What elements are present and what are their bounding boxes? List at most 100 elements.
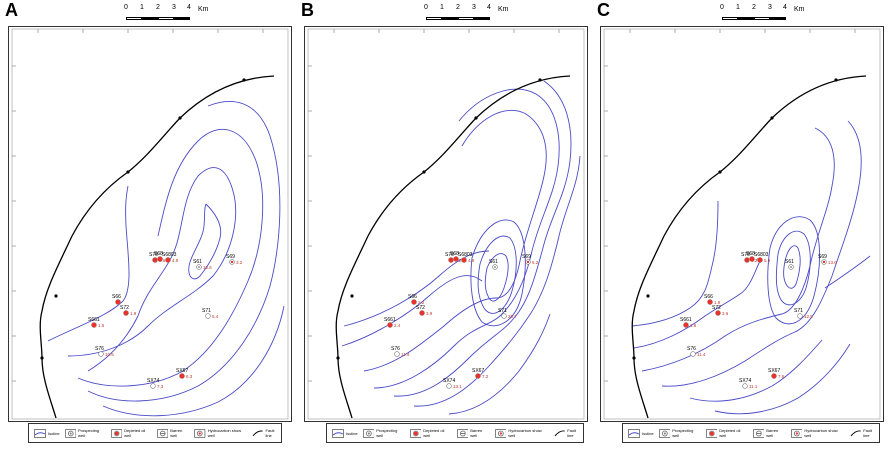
barren-well-marker xyxy=(205,313,211,319)
depleted-well-marker xyxy=(749,256,755,262)
well-name: S72 xyxy=(416,305,425,311)
well-value: 3.6 xyxy=(722,311,729,316)
prospecting-well-core xyxy=(790,266,792,268)
depleted-well-marker xyxy=(152,257,158,263)
hydrocarbon-well-core xyxy=(526,260,530,264)
panel-letter-c: C xyxy=(597,0,610,20)
isoline xyxy=(714,343,851,415)
legend-label: Prospecting well xyxy=(77,428,100,438)
scale-unit: Km xyxy=(794,6,805,13)
well-name: S6803 xyxy=(754,252,769,258)
legend-fault: Fault line xyxy=(850,428,879,438)
map-frame xyxy=(304,26,588,422)
well-name: S70 xyxy=(149,252,158,258)
scale-tick: 1 xyxy=(140,4,144,11)
fault-marker xyxy=(770,116,774,120)
scale-tick: 4 xyxy=(783,4,787,11)
isoline xyxy=(775,230,811,306)
scale-segment xyxy=(770,17,786,20)
depleted-well-marker xyxy=(707,299,713,305)
well-name: S76 xyxy=(687,346,696,352)
legend-a: Isoline Prospecting well Depleted oil we… xyxy=(28,423,282,443)
map-frame xyxy=(600,26,884,422)
prospecting-well-icon xyxy=(658,428,670,438)
well-value: 7.3 xyxy=(157,384,164,389)
barren-well-icon xyxy=(157,428,169,438)
fault-marker xyxy=(54,294,58,298)
depleted-well-marker xyxy=(165,257,171,263)
depleted-well-marker xyxy=(448,257,454,263)
well-name: SX74 xyxy=(739,378,751,384)
barren-well-icon xyxy=(456,428,468,438)
well-name: S66 xyxy=(704,294,713,300)
well-name: S69 xyxy=(226,254,235,260)
isoline-symbol-icon xyxy=(34,428,46,438)
isoline xyxy=(363,109,547,372)
well-name: S61 xyxy=(193,259,202,265)
well-name: S70 xyxy=(741,252,750,258)
well-name: S71 xyxy=(794,308,803,314)
well-value: 4.9 xyxy=(468,258,475,263)
depleted-well-marker xyxy=(115,299,121,305)
scale-tick: 3 xyxy=(172,4,176,11)
barren-well-marker xyxy=(150,383,156,389)
barren-well-marker xyxy=(394,351,400,357)
legend-label: Barren well xyxy=(470,428,483,438)
depleted-well-marker xyxy=(91,322,97,328)
scale-segment xyxy=(142,17,158,20)
well-name: SX67 xyxy=(472,368,484,374)
scale-segment xyxy=(474,17,490,20)
legend-hydrocarbon: Hydrocarbon show well xyxy=(790,428,845,438)
well-value: 11.1 xyxy=(749,384,758,389)
well-name: S61 xyxy=(785,259,794,265)
scale-unit: Km xyxy=(198,6,209,13)
scale-tick: 2 xyxy=(752,4,756,11)
legend-label: Barren well xyxy=(170,428,183,438)
well-name: S68 xyxy=(450,251,459,257)
fault-marker xyxy=(474,116,478,120)
depleted-well-marker xyxy=(461,257,467,263)
well-name: S6803 xyxy=(162,252,177,258)
well-value: 1.5 xyxy=(98,323,105,328)
isoline xyxy=(87,101,281,402)
legend-label: Fault line xyxy=(265,428,275,438)
scale-tick: 2 xyxy=(156,4,160,11)
depleted-well-icon xyxy=(705,428,717,438)
legend-label: Hydrocarbon show well xyxy=(804,428,838,438)
well-value: 20.7 xyxy=(508,314,517,319)
fault-marker xyxy=(336,356,340,360)
legend-fault: Fault line xyxy=(554,428,583,438)
legend-fault: Fault line xyxy=(252,428,281,438)
well-value: 10.5 xyxy=(105,352,114,357)
legend-label: Depleted oil well xyxy=(719,428,741,438)
legend-barren: Barren well xyxy=(456,428,490,438)
scale-tick: 1 xyxy=(440,4,444,11)
depleted-well-marker xyxy=(179,373,185,379)
legend-label: Prospecting well xyxy=(672,428,694,438)
fault-line xyxy=(631,75,867,419)
depleted-well-marker xyxy=(123,310,129,316)
isoline xyxy=(77,128,264,387)
well-value: 2.4 xyxy=(394,323,401,328)
scale-tick: 3 xyxy=(472,4,476,11)
fault-marker xyxy=(422,170,426,174)
legend-label: Isoline xyxy=(48,430,60,436)
well-value: 1.9 xyxy=(130,311,137,316)
legend-c: Isoline Prospecting well Depleted oil we… xyxy=(622,423,880,443)
legend-prospecting: Prospecting well xyxy=(64,428,106,438)
well-name: SX74 xyxy=(147,378,159,384)
legend-label: Hydrocarbon show well xyxy=(207,428,242,438)
fault-line-icon xyxy=(252,430,263,436)
depleted-well-marker xyxy=(757,257,763,263)
legend-barren: Barren well xyxy=(157,428,189,438)
well-name: S76 xyxy=(391,346,400,352)
barren-well-marker xyxy=(797,313,803,319)
well-value: 13.6 xyxy=(828,260,837,265)
map-inner-frame xyxy=(11,28,289,420)
depleted-well-marker xyxy=(715,310,721,316)
fault-line xyxy=(39,75,275,419)
legend-hydrocarbon: Hydrocarbon show well xyxy=(494,428,549,438)
legend-isoline: Isoline xyxy=(34,428,60,438)
isoline xyxy=(689,339,823,402)
contour-map-c: S706.2S684.7S68035.9S61S6913.6S661.9S723… xyxy=(600,26,884,422)
